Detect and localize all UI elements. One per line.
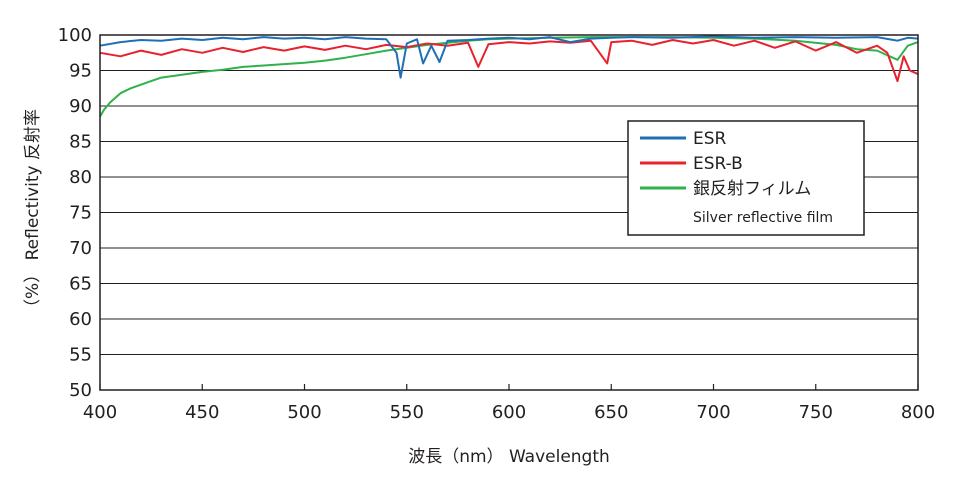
legend-label-esr-b: ESR-B xyxy=(693,154,743,174)
x-tick-label: 700 xyxy=(696,402,730,423)
x-tick-label: 550 xyxy=(390,402,424,423)
legend-label-silver-film: 銀反射フィルム xyxy=(693,179,811,199)
series-line-silver-film xyxy=(99,36,919,118)
y-axis: 50 55 60 65 70 75 80 85 90 95 100 xyxy=(58,25,92,401)
y-tick-label: 85 xyxy=(69,132,92,153)
x-axis-title: 波長（nm） Wavelength xyxy=(408,447,610,467)
y-tick-label: 50 xyxy=(69,380,92,401)
y-tick-label: 80 xyxy=(69,167,92,188)
x-tick-label: 800 xyxy=(901,402,935,423)
legend: ESR ESR-B 銀反射フィルム Silver reflective film xyxy=(627,120,865,236)
y-tick-label: 75 xyxy=(69,203,92,224)
legend-label-esr: ESR xyxy=(693,129,727,149)
y-tick-label: 55 xyxy=(69,345,92,366)
y-axis-title: （%） Reflectivity 反射率 xyxy=(23,109,43,316)
legend-sublabel-silver-film: Silver reflective film xyxy=(693,210,833,226)
series-line-esr xyxy=(99,35,919,79)
x-tick-label: 750 xyxy=(799,402,833,423)
x-tick-label: 650 xyxy=(594,402,628,423)
x-tick-label: 500 xyxy=(287,402,321,423)
x-tick-label: 600 xyxy=(492,402,526,423)
y-tick-label: 90 xyxy=(69,96,92,117)
legend-box xyxy=(627,120,865,236)
y-tick-label: 65 xyxy=(69,274,92,295)
y-tick-label: 95 xyxy=(69,61,92,82)
x-axis: 400 450 500 550 600 650 700 750 800 xyxy=(83,384,935,423)
series-line-esr-b xyxy=(99,39,919,83)
series-lines xyxy=(99,35,919,118)
x-tick-label: 400 xyxy=(83,402,117,423)
y-tick-label: 100 xyxy=(58,25,92,46)
gridlines xyxy=(100,70,918,355)
y-tick-label: 60 xyxy=(69,309,92,330)
y-tick-label: 70 xyxy=(69,238,92,259)
x-tick-label: 450 xyxy=(185,402,219,423)
